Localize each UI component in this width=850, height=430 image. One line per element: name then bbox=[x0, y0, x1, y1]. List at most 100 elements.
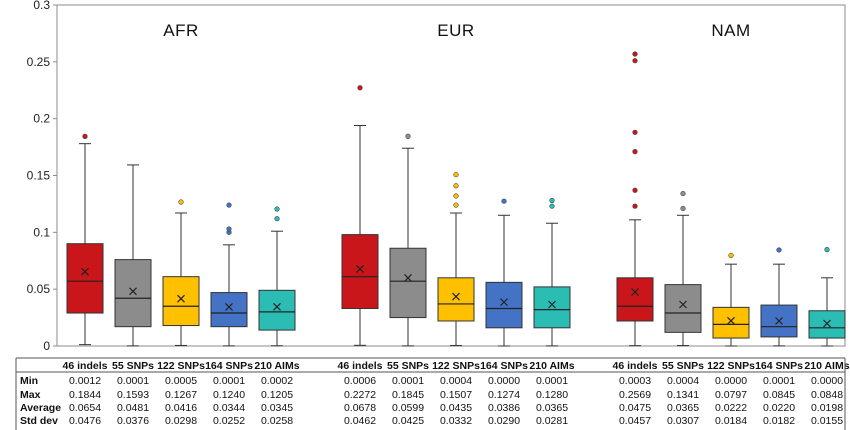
box-body bbox=[258, 289, 296, 331]
outlier-point bbox=[405, 133, 411, 139]
box-body bbox=[616, 277, 654, 322]
group-label: NAM bbox=[711, 21, 750, 40]
table-cell: 0.0222 bbox=[715, 402, 747, 414]
mean-marker bbox=[356, 265, 364, 273]
table-cell: 0.0006 bbox=[344, 375, 376, 387]
box-body bbox=[808, 310, 846, 339]
mean-marker bbox=[631, 288, 639, 296]
category-label: 46 indels bbox=[338, 360, 383, 372]
table-cell: 0.0000 bbox=[488, 375, 520, 387]
table-cell: 0.1341 bbox=[667, 389, 699, 401]
table-cell: 0.0457 bbox=[619, 415, 651, 427]
table-cell: 0.0416 bbox=[165, 402, 197, 414]
table-cell: 0.2569 bbox=[619, 389, 651, 401]
table-cell: 0.0654 bbox=[69, 402, 101, 414]
table-row-label: Min bbox=[20, 375, 38, 387]
mean-marker bbox=[727, 316, 735, 325]
table-cell: 0.0012 bbox=[69, 375, 101, 387]
table-cell: 0.0365 bbox=[667, 402, 699, 414]
table-cell: 0.0290 bbox=[488, 415, 520, 427]
category-label: 122 SNPs bbox=[157, 360, 205, 372]
table-cell: 0.0220 bbox=[763, 402, 795, 414]
table-cell: 0.0481 bbox=[117, 402, 149, 414]
table-cell: 0.0376 bbox=[117, 415, 149, 427]
box-body bbox=[341, 234, 379, 309]
category-label: 122 SNPs bbox=[432, 360, 480, 372]
outlier-point bbox=[728, 252, 734, 259]
table-cell: 0.0307 bbox=[667, 415, 699, 427]
category-label: 210 AIMs bbox=[804, 360, 849, 372]
table-cell: 0.0435 bbox=[440, 402, 472, 414]
table-cell: 0.0001 bbox=[536, 375, 568, 387]
category-label: 164 SNPs bbox=[205, 360, 253, 372]
box-body bbox=[114, 259, 152, 328]
box-body bbox=[437, 277, 475, 322]
outlier-point bbox=[680, 190, 686, 197]
table-cell: 0.0000 bbox=[811, 375, 843, 387]
table-cell: 0.0332 bbox=[440, 415, 472, 427]
table-cell: 0.0848 bbox=[811, 389, 843, 401]
outlier-point bbox=[501, 198, 507, 204]
table-cell: 0.1274 bbox=[488, 389, 520, 401]
table-cell: 0.0001 bbox=[392, 375, 424, 387]
outlier-point bbox=[226, 202, 232, 208]
outlier-point bbox=[549, 197, 555, 204]
category-label: 210 AIMs bbox=[529, 360, 574, 372]
table-cell: 0.0001 bbox=[763, 375, 795, 387]
mean-marker bbox=[81, 267, 89, 276]
table-cell: 0.0003 bbox=[619, 375, 651, 387]
outlier-point bbox=[632, 187, 638, 193]
table-cell: 0.0001 bbox=[213, 375, 245, 387]
table-cell: 0.0476 bbox=[69, 415, 101, 427]
category-label: 55 SNPs bbox=[387, 360, 429, 372]
mean-marker bbox=[404, 273, 412, 282]
outlier-point bbox=[274, 206, 280, 212]
table-cell: 0.0678 bbox=[344, 402, 376, 414]
y-tick-label: 0.05 bbox=[27, 282, 51, 296]
table-cell: 0.0002 bbox=[261, 375, 293, 387]
table-cell: 0.0845 bbox=[763, 389, 795, 401]
mean-marker bbox=[823, 319, 831, 328]
mean-marker bbox=[679, 300, 687, 309]
box-body bbox=[760, 304, 798, 338]
category-label: 46 indels bbox=[613, 360, 658, 372]
table-cell: 0.0365 bbox=[536, 402, 568, 414]
mean-marker bbox=[129, 287, 137, 296]
category-label: 210 AIMs bbox=[254, 360, 299, 372]
mean-marker bbox=[548, 300, 556, 309]
mean-marker bbox=[273, 302, 281, 311]
outlier-point bbox=[453, 193, 459, 199]
table-cell: 0.0462 bbox=[344, 415, 376, 427]
table-cell: 0.0599 bbox=[392, 402, 424, 414]
mean-marker bbox=[775, 317, 783, 325]
category-label: 55 SNPs bbox=[662, 360, 704, 372]
category-label: 164 SNPs bbox=[755, 360, 803, 372]
outlier-point bbox=[453, 183, 459, 189]
outlier-point bbox=[824, 247, 830, 253]
table-cell: 0.1205 bbox=[261, 389, 293, 401]
box-body bbox=[389, 247, 427, 319]
table-cell: 0.1280 bbox=[536, 389, 568, 401]
table-cell: 0.1507 bbox=[440, 389, 472, 401]
table-cell: 0.0005 bbox=[165, 375, 197, 387]
box-body bbox=[485, 281, 523, 329]
outlier-point bbox=[549, 203, 555, 209]
table-row-label: Average bbox=[20, 402, 61, 414]
outlier-point bbox=[632, 51, 638, 57]
table-cell: 0.0004 bbox=[667, 375, 699, 387]
table-cell: 0.0155 bbox=[811, 415, 843, 427]
box-body bbox=[210, 292, 248, 328]
table-cell: 0.1845 bbox=[392, 389, 424, 401]
table-cell: 0.0252 bbox=[213, 415, 245, 427]
category-label: 55 SNPs bbox=[112, 360, 154, 372]
table-cell: 0.0345 bbox=[261, 402, 293, 414]
group-label: EUR bbox=[437, 21, 474, 40]
table-cell: 0.0281 bbox=[536, 415, 568, 427]
outlier-point bbox=[357, 85, 363, 91]
y-tick-label: 0.2 bbox=[33, 112, 50, 126]
table-cell: 0.0000 bbox=[715, 375, 747, 387]
box-body bbox=[664, 284, 702, 333]
table-cell: 0.0386 bbox=[488, 402, 520, 414]
table-cell: 0.0001 bbox=[117, 375, 149, 387]
